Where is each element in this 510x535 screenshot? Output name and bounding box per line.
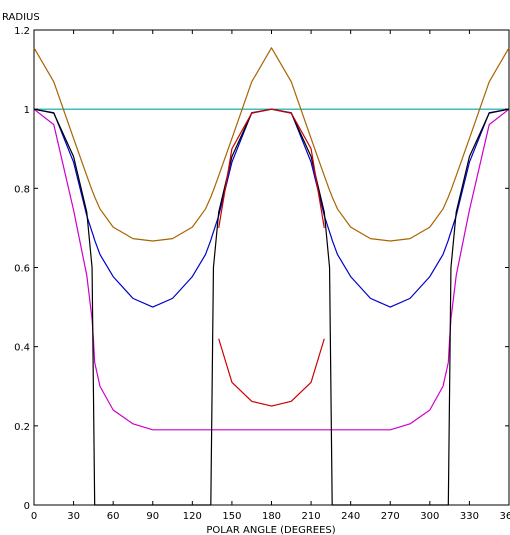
x-tick-label: 300 [420, 511, 439, 522]
series-line-6 [218, 108, 325, 229]
series-line-4 [33, 108, 510, 431]
y-tick-label: 0.4 [14, 343, 30, 354]
y-tick-label: 0 [24, 501, 30, 512]
x-tick-label: 330 [460, 511, 479, 522]
x-tick-label: 270 [381, 511, 400, 522]
x-tick-label: 150 [222, 511, 241, 522]
x-tick-label: 360 [499, 511, 510, 522]
x-tick-label: 210 [302, 511, 321, 522]
x-axis-title: POLAR ANGLE (DEGREES) [206, 525, 335, 535]
y-tick-label: 0.8 [14, 184, 30, 195]
y-tick-label: 1.2 [14, 26, 30, 37]
plot-frame [33, 29, 510, 506]
series-layer [33, 47, 510, 506]
x-tick-label: 0 [31, 511, 37, 522]
x-tick-label: 120 [183, 511, 202, 522]
series-line-7 [218, 338, 325, 407]
x-tick-label: 90 [146, 511, 159, 522]
x-tick-label: 240 [341, 511, 360, 522]
y-tick-label: 0.2 [14, 422, 30, 433]
y-tick-label: 1 [24, 105, 30, 116]
y-axis-title: RADIUS [2, 12, 40, 23]
tick-layer: 0 30 60 90 120 150 180 210 240 270 300 330 360 0 0.2 0.… [14, 26, 510, 522]
x-tick-label: 30 [67, 511, 80, 522]
x-tick-label: 60 [107, 511, 120, 522]
y-tick-label: 0.6 [14, 264, 30, 275]
x-tick-label: 180 [262, 511, 281, 522]
series-line-2 [33, 47, 510, 242]
